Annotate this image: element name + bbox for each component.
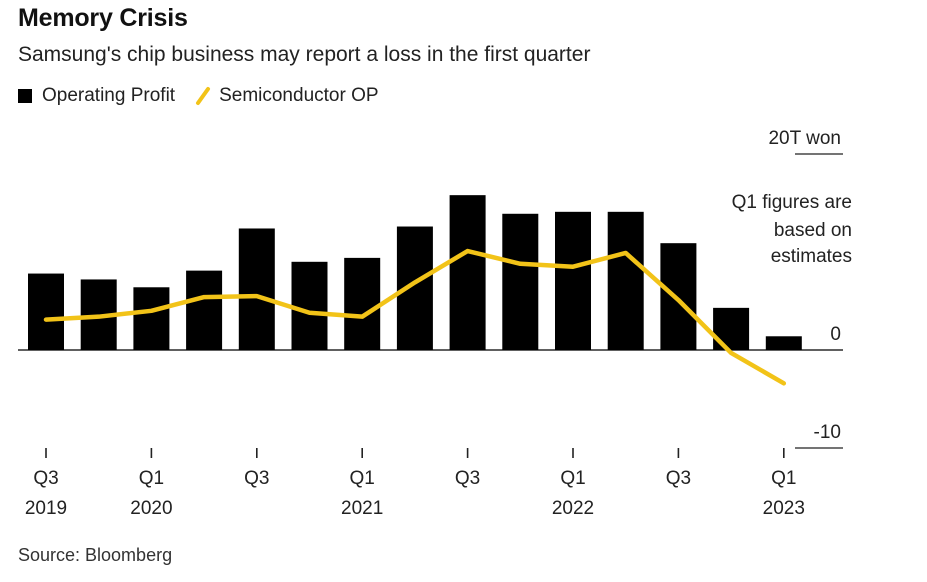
bar-operating-profit bbox=[502, 214, 538, 350]
y-tick-label: 20T won bbox=[768, 128, 841, 149]
chart-plot: 20T won 0 -10 Q3 2019 Q1 2020 Q3 Q1 2021 Q3 Q1 2022 Q… bbox=[0, 0, 927, 582]
annotation-line: based on bbox=[774, 220, 852, 241]
bar-operating-profit bbox=[555, 212, 591, 350]
x-tick-year: 2019 bbox=[25, 498, 67, 519]
bar-operating-profit bbox=[344, 258, 380, 350]
x-tick-year: 2023 bbox=[763, 498, 805, 519]
x-tick-year: 2022 bbox=[552, 498, 594, 519]
bar-operating-profit bbox=[608, 212, 644, 350]
x-tick-quarter: Q1 bbox=[350, 468, 375, 489]
bar-operating-profit bbox=[239, 228, 275, 350]
x-tick-quarter: Q3 bbox=[244, 468, 269, 489]
bar-operating-profit bbox=[28, 274, 64, 350]
x-tick-year: 2021 bbox=[341, 498, 383, 519]
bar-operating-profit bbox=[766, 336, 802, 350]
x-tick-quarter: Q3 bbox=[666, 468, 691, 489]
bar-operating-profit bbox=[660, 243, 696, 350]
bar-operating-profit bbox=[713, 308, 749, 350]
annotation-line: estimates bbox=[771, 246, 852, 267]
source-note: Source: Bloomberg bbox=[18, 545, 172, 566]
x-tick-year: 2020 bbox=[130, 498, 172, 519]
bar-operating-profit bbox=[186, 271, 222, 350]
annotation-line: Q1 figures are bbox=[732, 192, 852, 213]
y-tick-label: 0 bbox=[830, 324, 841, 345]
bar-operating-profit bbox=[292, 262, 328, 350]
bar-operating-profit bbox=[133, 287, 169, 350]
x-tick-quarter: Q1 bbox=[139, 468, 164, 489]
x-tick-quarter: Q3 bbox=[455, 468, 480, 489]
x-tick-quarter: Q1 bbox=[771, 468, 796, 489]
y-tick-label: -10 bbox=[814, 422, 841, 443]
x-tick-quarter: Q3 bbox=[33, 468, 58, 489]
bar-operating-profit bbox=[450, 195, 486, 350]
x-tick-quarter: Q1 bbox=[560, 468, 585, 489]
